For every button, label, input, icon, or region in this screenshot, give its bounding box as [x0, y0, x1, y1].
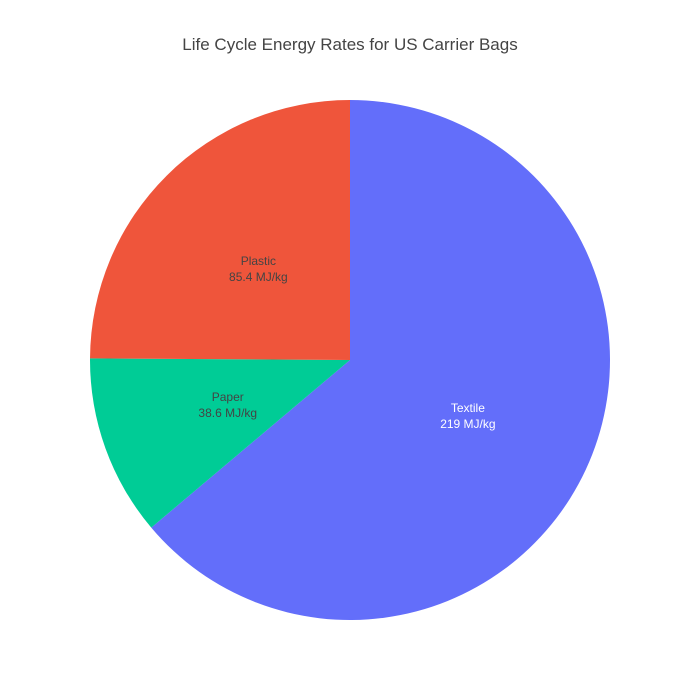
slice-name: Paper	[212, 390, 244, 404]
slice-label-plastic: Plastic 85.4 MJ/kg	[229, 254, 288, 284]
pie-labels: Textile 219 MJ/kg Paper 38.6 MJ/kg Plastic 85…	[198, 254, 495, 431]
slice-value: 219 MJ/kg	[440, 417, 495, 431]
slice-value: 38.6 MJ/kg	[198, 406, 257, 420]
pie-slice-textile[interactable]	[151, 100, 610, 620]
slice-label-paper: Paper 38.6 MJ/kg	[198, 390, 257, 420]
slice-label-textile: Textile 219 MJ/kg	[440, 401, 495, 431]
slice-name: Textile	[451, 401, 485, 415]
pie-slice-plastic[interactable]	[90, 100, 350, 360]
chart-title: Life Cycle Energy Rates for US Carrier B…	[182, 35, 517, 54]
slice-value: 85.4 MJ/kg	[229, 270, 288, 284]
slice-name: Plastic	[241, 254, 276, 268]
pie-slice-paper[interactable]	[90, 358, 350, 528]
pie-slices	[90, 100, 610, 620]
